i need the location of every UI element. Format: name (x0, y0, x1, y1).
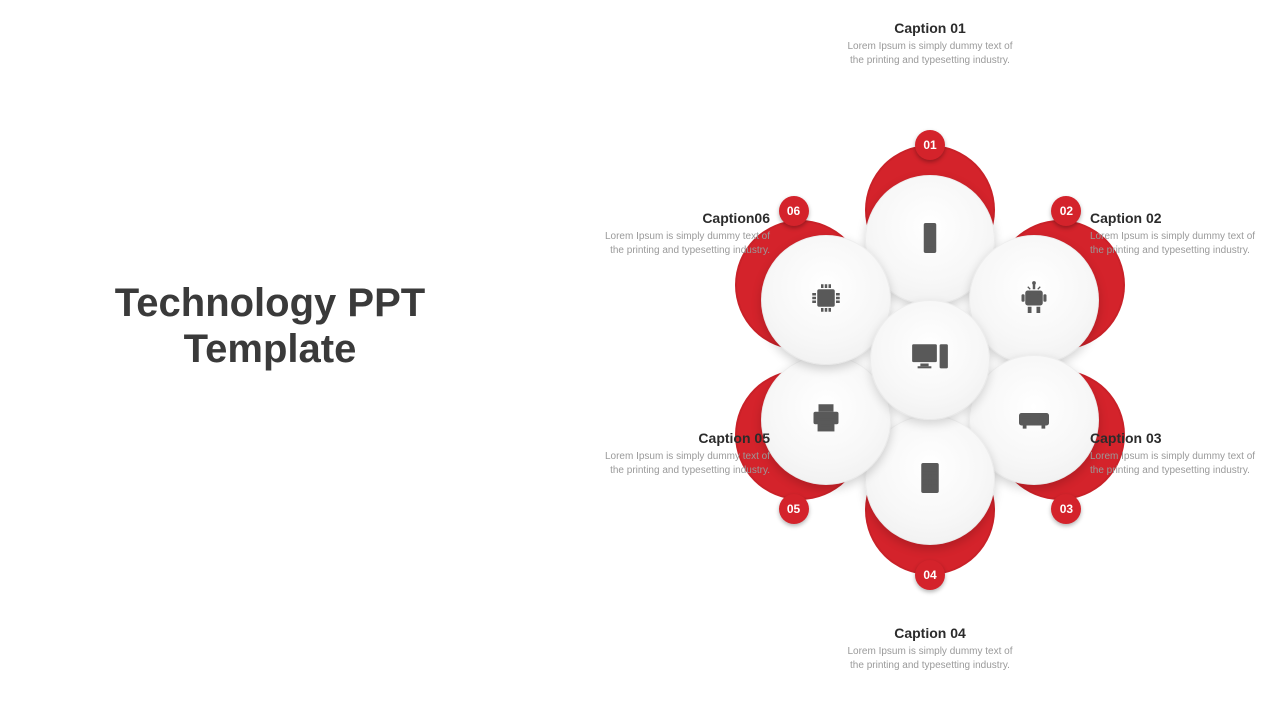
caption-title: Caption 01 (845, 20, 1015, 36)
smartphone-icon (910, 218, 950, 263)
projector-icon (1014, 398, 1054, 443)
petal-badge: 04 (915, 560, 945, 590)
robot-icon (1014, 278, 1054, 323)
caption-title: Caption 05 (600, 430, 770, 446)
slide: Technology PPT Template 01 02 03 04 05 06 Cap… (0, 0, 1280, 720)
caption-01: Caption 01 Lorem Ipsum is simply dummy t… (845, 20, 1015, 67)
cpu-chip-icon (806, 278, 846, 323)
calculator-icon (910, 458, 950, 503)
caption-03: Caption 03 Lorem Ipsum is simply dummy t… (1090, 430, 1260, 477)
petal-badge: 05 (779, 494, 809, 524)
caption-body: Lorem Ipsum is simply dummy text of the … (845, 645, 1015, 672)
caption-body: Lorem Ipsum is simply dummy text of the … (1090, 230, 1260, 257)
center-disc (870, 300, 990, 420)
petal-badge: 02 (1051, 196, 1081, 226)
caption-body: Lorem Ipsum is simply dummy text of the … (600, 230, 770, 257)
petal-badge: 01 (915, 130, 945, 160)
caption-title: Caption 03 (1090, 430, 1260, 446)
caption-04: Caption 04 Lorem Ipsum is simply dummy t… (845, 625, 1015, 672)
slide-title: Technology PPT Template (70, 280, 470, 372)
caption-body: Lorem Ipsum is simply dummy text of the … (600, 450, 770, 477)
caption-body: Lorem Ipsum is simply dummy text of the … (1090, 450, 1260, 477)
caption-title: Caption06 (600, 210, 770, 226)
printer-icon (806, 398, 846, 443)
caption-06: Caption06 Lorem Ipsum is simply dummy te… (600, 210, 770, 257)
caption-02: Caption 02 Lorem Ipsum is simply dummy t… (1090, 210, 1260, 257)
caption-05: Caption 05 Lorem Ipsum is simply dummy t… (600, 430, 770, 477)
petal-badge: 06 (779, 196, 809, 226)
caption-title: Caption 04 (845, 625, 1015, 641)
petal-badge: 03 (1051, 494, 1081, 524)
radial-diagram: 010203040506 Caption 01 Lorem Ipsum is s… (620, 60, 1240, 680)
caption-body: Lorem Ipsum is simply dummy text of the … (845, 40, 1015, 67)
caption-title: Caption 02 (1090, 210, 1260, 226)
desktop-computer-icon (908, 336, 952, 385)
